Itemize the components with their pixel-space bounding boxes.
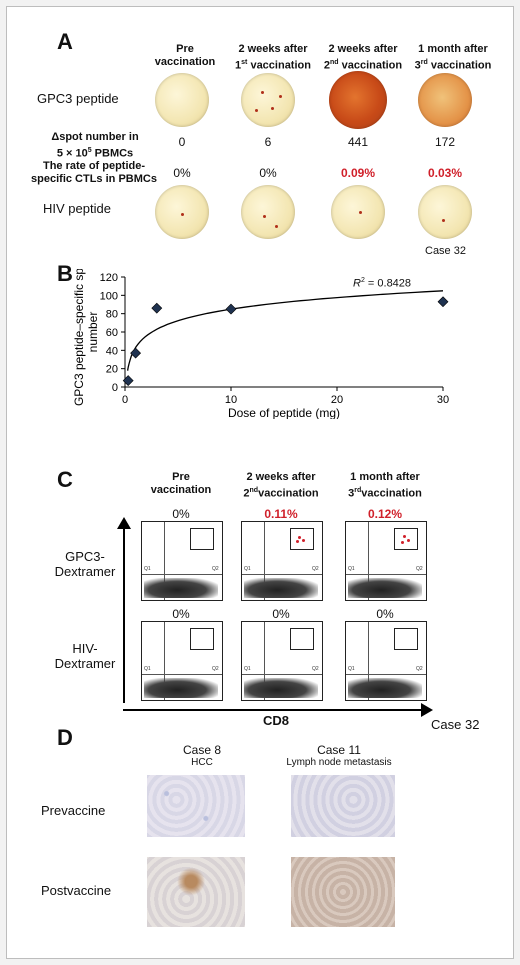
x-tick-label: 0 <box>122 394 128 406</box>
ihc-image-case11-postvaccine <box>291 857 395 927</box>
facs-plot-gpc3-pre: Q1 Q2 <box>141 521 223 601</box>
dose-response-chart: 0 20 40 60 80 100 120 0 10 20 30 Dose of peptide (m… <box>72 269 449 419</box>
delta-value-2nd: 441 <box>347 135 369 149</box>
data-point <box>225 303 237 315</box>
row-label-gpc3-dextramer: GPC3- Dextramer <box>54 549 116 579</box>
facs-plot-hiv-3rd: Q1 Q2 <box>345 621 427 701</box>
panel-c-case: Case 32 <box>431 717 480 732</box>
facs-y-axis-arrow <box>123 527 125 703</box>
facs-plot-gpc3-2nd: Q1 Q2 <box>241 521 323 601</box>
elispot-well-hiv-pre <box>155 185 209 239</box>
fit-curve <box>127 290 444 371</box>
facs-plot-hiv-pre: Q1 Q2 <box>141 621 223 701</box>
panel-a-case: Case 32 <box>425 245 466 257</box>
panel-a-label: A <box>57 29 73 54</box>
col-header-1st: 2 weeks after 1st vaccination <box>235 43 311 72</box>
y-tick-label: 0 <box>112 382 118 394</box>
y-tick-label: 20 <box>106 364 118 376</box>
d-col2-header: Case 11 Lymph node metastasis <box>286 743 392 768</box>
rate-value-3rd: 0.03% <box>427 166 463 180</box>
panel-b-label: B <box>57 261 73 286</box>
facs-plot-hiv-2nd: Q1 Q2 <box>241 621 323 701</box>
r-squared-label: R2 = 0.8428 <box>353 277 412 290</box>
col-header-pre: Pre vaccination <box>154 43 216 68</box>
x-tick-label: 30 <box>437 394 449 406</box>
c-col-header-3rd: 1 month after 3rdvaccination <box>348 471 422 500</box>
y-tick-label: 120 <box>100 272 118 284</box>
c-col-header-pre: Pre vaccination <box>150 471 212 496</box>
row-label-hiv: HIV peptide <box>43 201 111 216</box>
row-label-hiv-dextramer: HIV- Dextramer <box>54 641 116 671</box>
facs-x-arrowhead-icon <box>421 703 433 717</box>
panel-d-label: D <box>57 725 73 750</box>
delta-value-3rd: 172 <box>434 135 456 149</box>
data-point <box>151 302 163 314</box>
facs-plot-gpc3-3rd: Q1 Q2 <box>345 521 427 601</box>
panel-c-label: C <box>57 467 73 492</box>
row-label-gpc3: GPC3 peptide <box>37 91 119 106</box>
facs-x-axis-arrow <box>123 709 423 711</box>
delta-value-1st: 6 <box>264 135 272 149</box>
y-tick-label: 40 <box>106 345 118 357</box>
facs-pct-hiv-3rd: 0% <box>376 607 394 621</box>
delta-value-pre: 0 <box>178 135 186 149</box>
data-point <box>130 347 142 359</box>
ihc-image-case11-prevaccine <box>291 775 395 837</box>
d-col1-header: Case 8 HCC <box>182 743 222 768</box>
data-point <box>437 296 449 308</box>
y-axis-label: GPC3 peptide–specific spot <box>72 269 86 406</box>
row-label-delta: Δspot number in 5 × 105 PBMCs <box>51 131 139 160</box>
elispot-well-gpc3-3rd <box>418 73 472 127</box>
facs-x-axis-label: CD8 <box>263 713 290 728</box>
facs-pct-gpc3-3rd: 0.12% <box>367 507 403 521</box>
elispot-well-gpc3-1st <box>241 73 295 127</box>
facs-pct-gpc3-pre: 0% <box>172 507 190 521</box>
c-col-header-2nd: 2 weeks after 2ndvaccination <box>243 471 319 500</box>
y-tick-label: 60 <box>106 327 118 339</box>
row-label-rate: The rate of peptide- specific CTLs in PB… <box>31 160 157 185</box>
y-axis-label-line2: number <box>86 312 100 353</box>
elispot-well-hiv-1st <box>241 185 295 239</box>
elispot-well-hiv-2nd <box>331 185 385 239</box>
row-label-prevaccine: Prevaccine <box>41 803 106 818</box>
rate-value-2nd: 0.09% <box>340 166 376 180</box>
elispot-well-gpc3-2nd <box>329 71 387 129</box>
rate-value-1st: 0% <box>259 166 277 180</box>
x-tick-label: 20 <box>331 394 343 406</box>
ihc-image-case8-prevaccine <box>147 775 245 837</box>
y-tick-label: 100 <box>100 290 118 302</box>
x-tick-label: 10 <box>225 394 237 406</box>
y-tick-label: 80 <box>106 309 118 321</box>
figure-frame: A Pre vaccination 2 weeks after 1st vacci… <box>6 6 514 959</box>
col-header-2nd: 2 weeks after 2nd vaccination <box>323 43 403 72</box>
col-header-3rd: 1 month after 3rd vaccination <box>414 43 492 72</box>
x-axis-label: Dose of peptide (mg) <box>228 406 340 419</box>
elispot-well-hiv-3rd <box>418 185 472 239</box>
facs-pct-gpc3-2nd: 0.11% <box>264 507 298 521</box>
rate-value-pre: 0% <box>173 166 191 180</box>
row-label-postvaccine: Postvaccine <box>41 883 112 898</box>
facs-y-arrowhead-icon <box>117 517 131 529</box>
facs-pct-hiv-2nd: 0% <box>272 607 290 621</box>
data-point <box>122 375 134 387</box>
facs-pct-hiv-pre: 0% <box>172 607 190 621</box>
elispot-well-gpc3-pre <box>155 73 209 127</box>
ihc-image-case8-postvaccine <box>147 857 245 927</box>
